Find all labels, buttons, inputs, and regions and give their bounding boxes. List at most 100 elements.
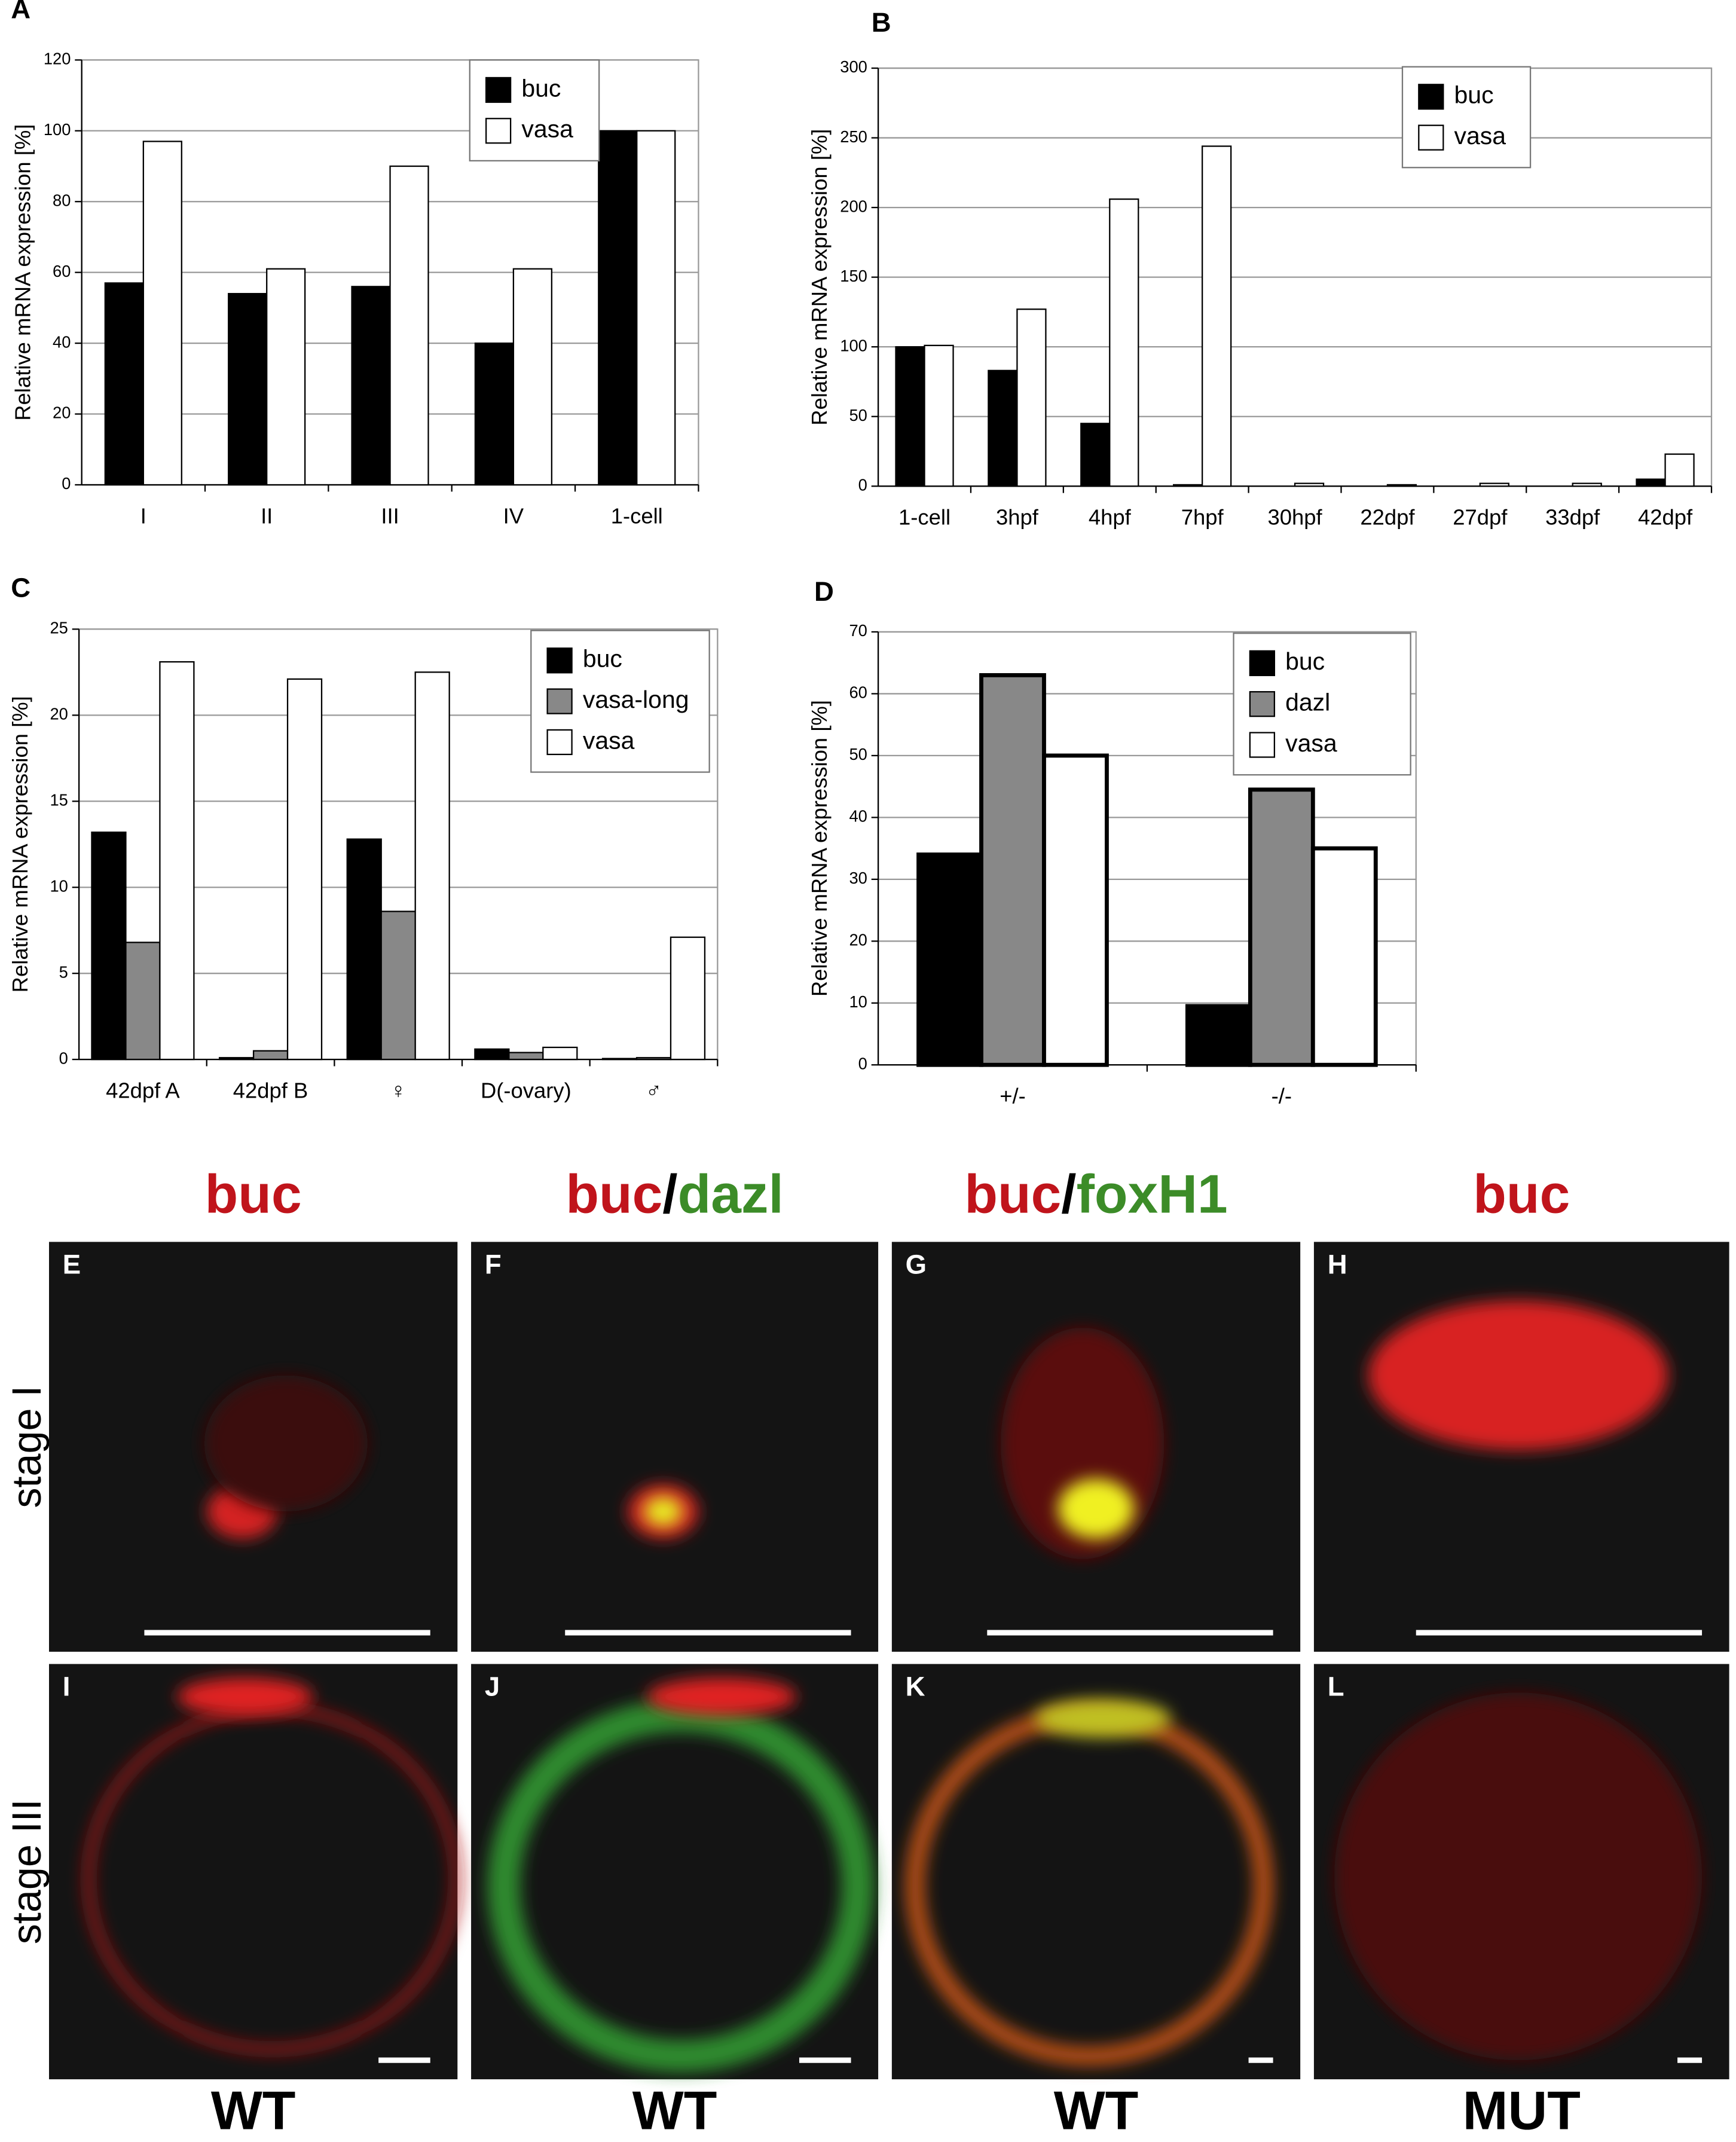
y-tick-label: 120 [44, 50, 71, 68]
y-tick-label: 50 [849, 406, 867, 424]
y-axis-label: Relative mRNA expression [%] [807, 129, 832, 426]
x-tick-label: II [261, 503, 273, 528]
y-tick-label: 0 [59, 1049, 68, 1067]
x-tick-label: 1-cell [611, 503, 663, 528]
y-axis-label: Relative mRNA expression [%] [807, 700, 832, 997]
panel-letter: D [814, 576, 834, 607]
bar [142, 140, 182, 486]
panel-letter: A [11, 0, 30, 24]
panel-letter: E [63, 1249, 81, 1279]
legend-swatch [546, 688, 573, 714]
bar [916, 852, 983, 1067]
bar [91, 831, 127, 1061]
panel-letter: G [906, 1249, 927, 1279]
x-tick-label: I [140, 503, 146, 528]
legend-label: buc [583, 645, 622, 673]
header-part: dazl [678, 1165, 784, 1225]
bar [979, 673, 1046, 1067]
y-tick-label: 100 [44, 120, 71, 139]
micrograph [471, 1242, 879, 1652]
bar [1664, 453, 1695, 487]
bar [1109, 198, 1139, 487]
header-part: buc [1473, 1165, 1570, 1225]
panel-letter: C [11, 572, 30, 603]
y-tick-label: 40 [849, 807, 867, 826]
y-tick-label: 200 [840, 197, 867, 215]
genotype-label: MUT [1463, 2080, 1581, 2141]
genotype-label: WT [211, 2080, 296, 2141]
legend-label: buc [1285, 647, 1325, 675]
x-tick-label: 33dpf [1545, 505, 1600, 530]
bar [508, 1052, 544, 1061]
header-part: buc [205, 1165, 302, 1225]
bar [1248, 787, 1315, 1067]
legend-swatch [1418, 124, 1444, 151]
y-tick-label: 150 [840, 267, 867, 285]
legend-label: vasa [521, 115, 573, 143]
panel-letter: L [1328, 1671, 1344, 1701]
y-tick-label: 20 [849, 931, 867, 949]
bar [1202, 145, 1232, 487]
legend-swatch [546, 729, 573, 756]
genotype-label: WT [1054, 2080, 1139, 2141]
bar [1016, 308, 1047, 487]
legend-label: vasa [583, 726, 635, 754]
x-tick-label: IV [503, 503, 524, 528]
signal [177, 1677, 313, 1716]
x-tick-label: 42dpf B [233, 1078, 308, 1102]
column-header: buc [1473, 1165, 1570, 1225]
header-part: buc [964, 1165, 1061, 1225]
signal [1334, 1692, 1703, 2061]
x-tick-label: 1-cell [898, 505, 950, 530]
bar [104, 282, 144, 486]
bar [988, 369, 1018, 487]
bar [542, 1046, 578, 1061]
bar [266, 268, 306, 486]
y-tick-label: 15 [50, 791, 68, 809]
bar [1572, 482, 1602, 487]
y-tick-label: 50 [849, 745, 867, 763]
y-tick-label: 40 [53, 332, 71, 351]
x-tick-label: 7hpf [1181, 505, 1224, 530]
legend-swatch [1418, 84, 1444, 110]
bar [286, 678, 323, 1061]
signal [1368, 1300, 1668, 1450]
y-tick-label: 60 [849, 683, 867, 702]
y-tick-label: 0 [62, 474, 71, 493]
bar [252, 1050, 289, 1061]
bar [346, 838, 382, 1061]
bar [1294, 482, 1325, 487]
y-tick-label: 25 [50, 619, 68, 637]
x-tick-label: 3hpf [996, 505, 1039, 530]
legend-box [1401, 66, 1532, 169]
legend-box [469, 59, 600, 162]
bar [228, 293, 268, 486]
bar [380, 910, 416, 1061]
header-part: / [662, 1165, 677, 1225]
y-tick-label: 30 [849, 869, 867, 887]
bar [1173, 484, 1203, 487]
bar [1386, 484, 1417, 487]
bar [159, 661, 195, 1061]
panel-letter: K [906, 1671, 925, 1701]
bar [414, 671, 450, 1061]
bar [635, 1057, 672, 1061]
x-tick-label: 42dpf [1638, 505, 1693, 530]
x-tick-label: 30hpf [1267, 505, 1322, 530]
bar [351, 286, 391, 486]
bar [1310, 846, 1378, 1067]
y-tick-label: 250 [840, 127, 867, 146]
y-tick-label: 60 [53, 262, 71, 280]
legend-label: vasa [1454, 122, 1506, 149]
x-tick-label: 22dpf [1360, 505, 1415, 530]
genotype-label: WT [632, 2080, 717, 2141]
legend-swatch [485, 77, 512, 103]
legend-swatch [1249, 691, 1276, 717]
x-tick-label: 27dpf [1453, 505, 1508, 530]
y-tick-label: 80 [53, 191, 71, 209]
legend-swatch [1249, 650, 1276, 676]
bar [125, 942, 161, 1061]
bar [389, 165, 429, 486]
legend-swatch [1249, 732, 1276, 758]
